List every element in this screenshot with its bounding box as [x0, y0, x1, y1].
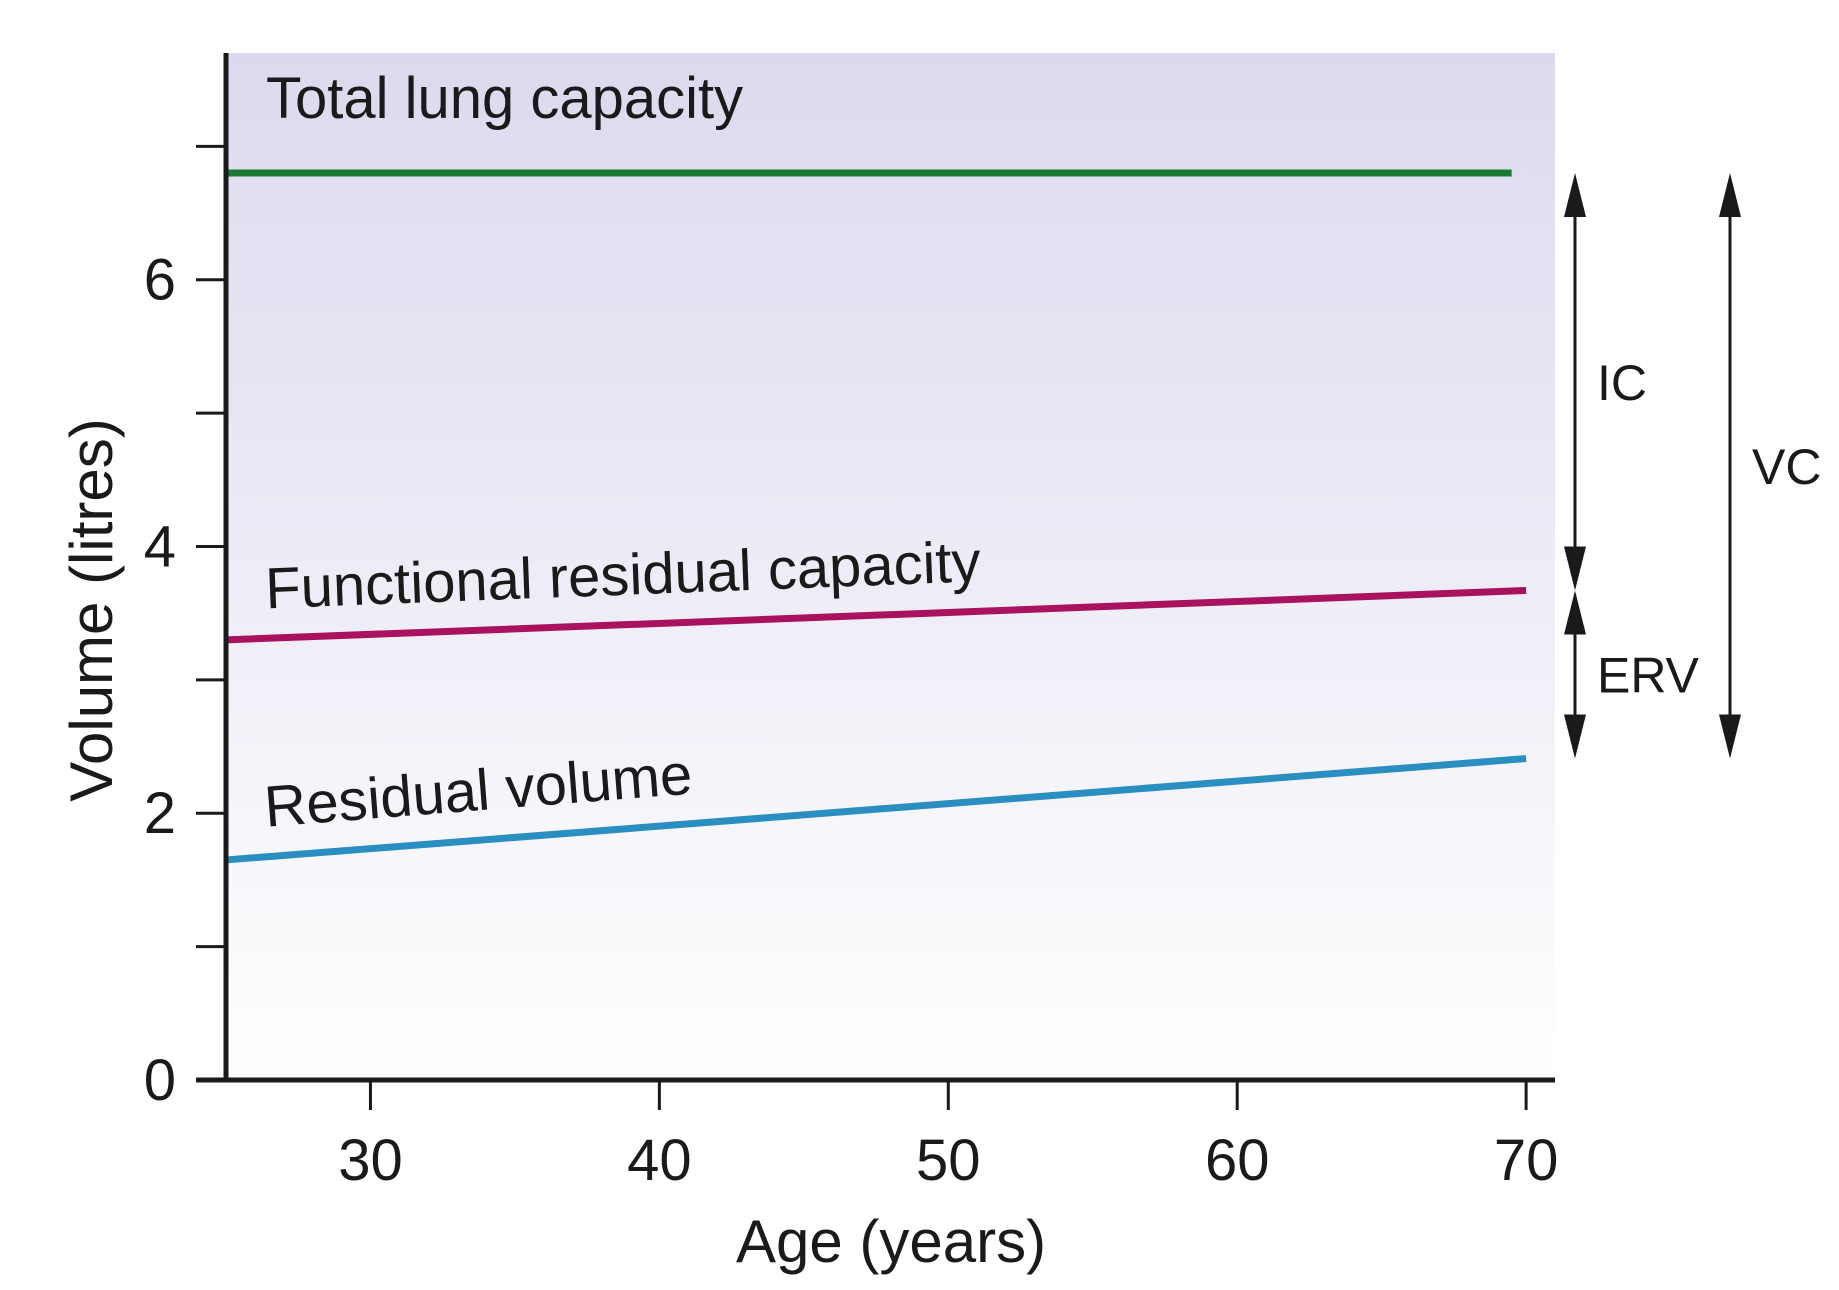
annotation-layer: IC ERV VC	[1564, 173, 1821, 759]
series-label-total-lung-capacity: Total lung capacity	[266, 66, 743, 131]
bracket-label-erv: ERV	[1597, 648, 1700, 704]
y-tick-label: 0	[144, 1048, 176, 1113]
x-tick-label: 50	[916, 1128, 981, 1193]
y-tick-label: 6	[144, 248, 176, 313]
series-line-residual-volume	[225, 755, 1527, 864]
x-tick-label: 60	[1205, 1128, 1270, 1193]
x-tick-label: 40	[627, 1128, 692, 1193]
bracket-arrow-bottom-ic	[1564, 546, 1586, 591]
bracket-arrow-top-vc	[1719, 173, 1741, 218]
series-line-functional-residual-capacity	[225, 587, 1527, 644]
bracket-arrow-top-erv	[1564, 590, 1586, 635]
x-axis-title: Age (years)	[736, 1208, 1046, 1275]
y-axis-title: Volume (litres)	[58, 418, 125, 801]
x-tick-label: 30	[338, 1128, 403, 1193]
y-tick-label: 4	[144, 514, 176, 579]
bracket-label-vc: VC	[1752, 439, 1821, 495]
bracket-arrow-bottom-erv	[1564, 714, 1586, 759]
y-tick-label: 2	[144, 781, 176, 846]
bracket-arrow-top-ic	[1564, 173, 1586, 218]
bracket-label-ic: IC	[1597, 355, 1647, 411]
x-tick-label: 70	[1494, 1128, 1559, 1193]
bracket-arrow-bottom-vc	[1719, 714, 1741, 759]
plot-background	[226, 53, 1555, 1080]
axes-layer: 0 2 4 6 30 40 50 60 70	[144, 53, 1559, 1193]
